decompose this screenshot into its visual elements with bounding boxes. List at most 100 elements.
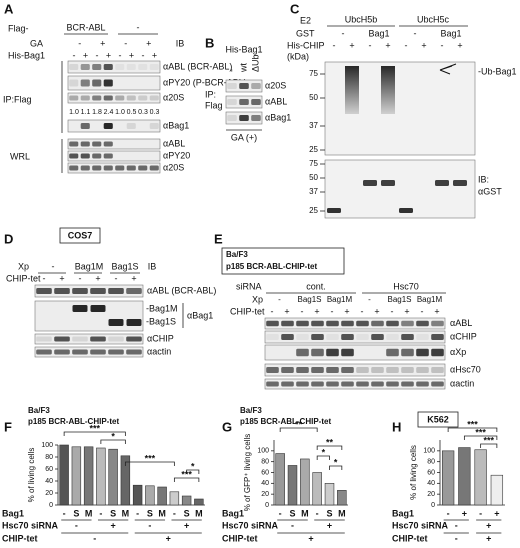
band (69, 64, 79, 70)
label: αABL (450, 318, 472, 328)
label: p185 BCR-ABL-CHIP-tet (240, 417, 331, 426)
label: COS7 (68, 230, 93, 240)
band (69, 95, 79, 101)
band (266, 334, 279, 340)
label: + (146, 38, 151, 48)
label: - (361, 306, 364, 316)
sig-bracket (279, 427, 318, 432)
sig-bracket (463, 435, 498, 440)
x-tick-label: + (462, 508, 467, 518)
blot (264, 344, 446, 361)
label: IB (148, 261, 157, 271)
x-tick-label: M (85, 508, 93, 518)
band (90, 336, 106, 342)
band (326, 381, 339, 387)
significance: * (191, 461, 195, 471)
label: - (368, 295, 371, 304)
y-axis-label: % of living cells (409, 445, 418, 500)
label: GA (+) (231, 132, 257, 142)
label: + (344, 306, 349, 316)
band (341, 320, 354, 327)
band (386, 367, 399, 373)
band (92, 95, 102, 101)
label: 2.4 (104, 109, 114, 116)
label: αCHIP (450, 331, 477, 341)
label: BCR-ABL (66, 22, 105, 32)
band (311, 367, 324, 373)
band (90, 349, 106, 355)
panel-label: G (222, 419, 232, 434)
bar (300, 458, 310, 506)
bar (169, 491, 180, 506)
bar (145, 485, 155, 506)
blot (264, 378, 446, 390)
band (69, 165, 79, 171)
band (311, 348, 324, 357)
band (281, 320, 294, 327)
label: 75 (309, 69, 318, 78)
band (103, 123, 113, 129)
label: αPY20 (P-BCR-ABL) (163, 77, 247, 87)
band (80, 141, 90, 147)
x-tick-label: - (63, 508, 66, 518)
band (311, 381, 324, 387)
row-name: Hsc70 siRNA (392, 520, 449, 530)
y-tick-label: 40 (45, 478, 53, 485)
y-tick-label: 0 (431, 502, 435, 509)
band (69, 153, 79, 159)
x-tick-label: S (147, 508, 153, 518)
x-tick-label: M (338, 508, 346, 518)
band (401, 348, 414, 357)
box (59, 227, 101, 244)
band (80, 153, 90, 159)
bar (337, 490, 347, 506)
band (341, 334, 354, 340)
y-tick-label: 0 (49, 502, 53, 509)
x-tick-label: - (279, 508, 282, 518)
label: + (129, 50, 134, 60)
x-tick-label: M (195, 508, 203, 518)
band (126, 64, 136, 70)
row-name: Hsc70 siRNA (2, 520, 59, 530)
label: - (331, 306, 334, 316)
band (266, 367, 279, 373)
label: p185 BCR-ABL-CHIP-tet (28, 417, 119, 426)
label: 1.0 (69, 109, 79, 116)
band (401, 334, 414, 340)
band (326, 334, 339, 340)
band (108, 288, 124, 294)
label: + (314, 306, 319, 316)
band (54, 288, 70, 294)
blot (67, 119, 161, 133)
band (69, 79, 79, 87)
row-name: CHIP-tet (222, 533, 258, 543)
label: Bag1 (440, 28, 461, 38)
label: 50 (309, 173, 318, 182)
band (108, 336, 124, 342)
label: 0.5 (127, 109, 137, 116)
band (80, 165, 90, 171)
y-axis-label: % of GFP⁺ living cells (243, 434, 252, 512)
x-tick-label: - (316, 508, 319, 518)
band (36, 336, 52, 342)
blot (67, 92, 161, 104)
bar (132, 484, 143, 506)
band (386, 334, 399, 340)
label: wt (238, 63, 248, 73)
label: CHIP-tet (230, 306, 265, 316)
band (72, 336, 88, 342)
y-tick-label: 100 (423, 448, 435, 455)
band (126, 165, 136, 171)
band (108, 349, 124, 355)
row-name: Hsc70 siRNA (222, 520, 279, 530)
band (227, 115, 237, 121)
band (416, 348, 429, 357)
label: + (131, 273, 136, 283)
label: Bag1 (368, 28, 389, 38)
blot (67, 138, 161, 150)
label: Xp (252, 294, 263, 304)
label: + (184, 520, 189, 530)
label: αPY20 (163, 150, 190, 160)
y-tick-label: 60 (427, 469, 435, 476)
band (92, 165, 102, 171)
